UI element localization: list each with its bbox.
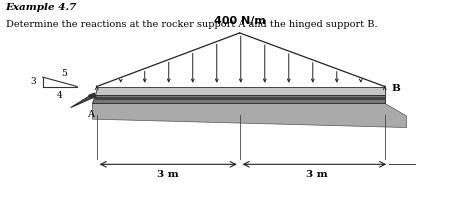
Text: 3 m: 3 m (157, 170, 179, 178)
Polygon shape (92, 95, 385, 103)
Circle shape (89, 94, 96, 98)
Text: Example 4.7: Example 4.7 (6, 3, 77, 13)
Polygon shape (71, 93, 95, 108)
Polygon shape (92, 103, 406, 128)
Text: 400 N/m: 400 N/m (214, 16, 266, 26)
Text: 3: 3 (31, 77, 36, 86)
Text: B: B (391, 84, 400, 93)
Text: 3 m: 3 m (306, 170, 327, 178)
Text: Determine the reactions at the rocker support A and the hinged support B.: Determine the reactions at the rocker su… (6, 20, 377, 29)
Text: 4: 4 (57, 91, 63, 100)
Text: A: A (87, 110, 94, 119)
Polygon shape (95, 86, 385, 95)
Text: 5: 5 (61, 69, 67, 78)
Polygon shape (95, 97, 385, 99)
